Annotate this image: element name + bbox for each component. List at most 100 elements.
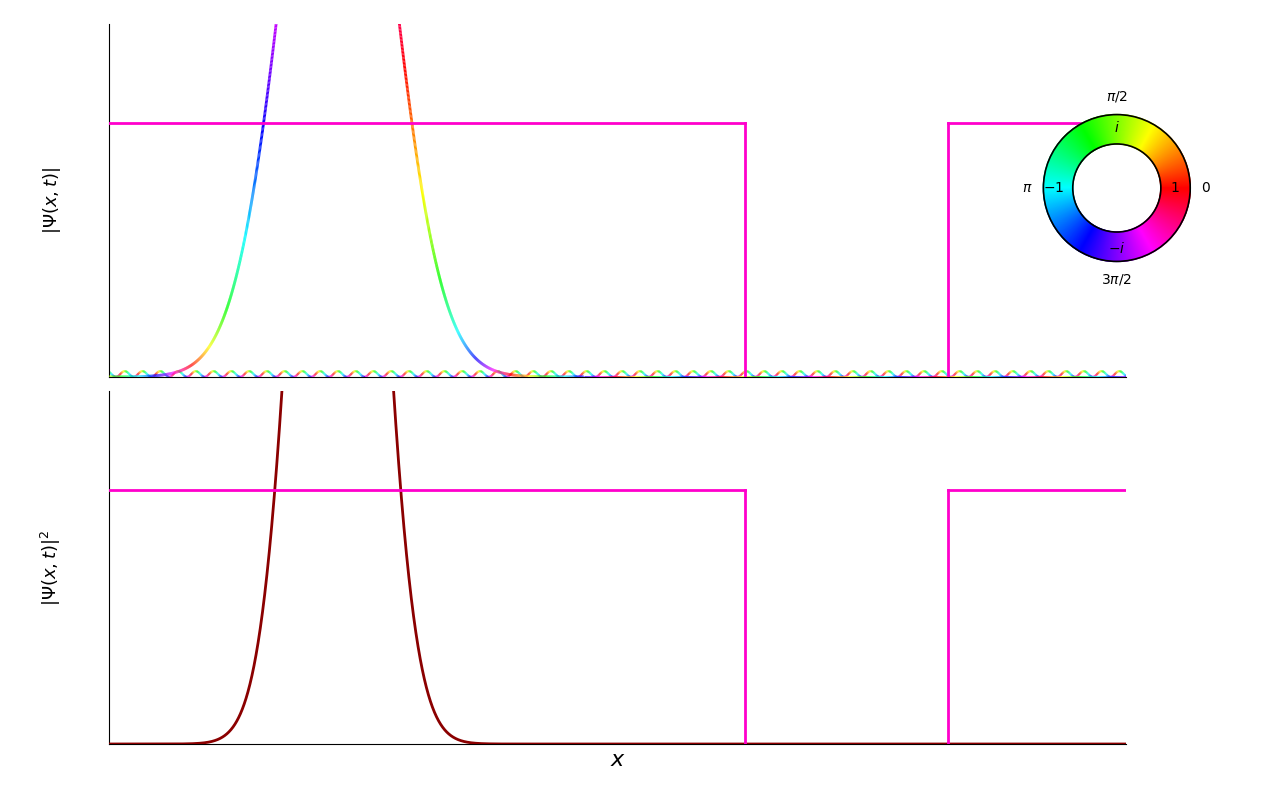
- Wedge shape: [1119, 114, 1121, 144]
- Wedge shape: [1096, 230, 1105, 258]
- Wedge shape: [1128, 230, 1137, 259]
- Wedge shape: [1134, 120, 1146, 148]
- Wedge shape: [1048, 162, 1075, 173]
- Wedge shape: [1128, 230, 1135, 259]
- Wedge shape: [1089, 229, 1101, 257]
- Wedge shape: [1161, 182, 1190, 185]
- Wedge shape: [1125, 231, 1132, 260]
- Wedge shape: [1053, 150, 1079, 166]
- Wedge shape: [1096, 118, 1105, 146]
- Wedge shape: [1107, 115, 1112, 144]
- Wedge shape: [1146, 222, 1165, 244]
- Wedge shape: [1052, 153, 1078, 167]
- Wedge shape: [1143, 130, 1161, 153]
- Wedge shape: [1156, 153, 1181, 167]
- Wedge shape: [1062, 218, 1084, 238]
- Wedge shape: [1137, 122, 1151, 149]
- Wedge shape: [1073, 223, 1091, 247]
- Wedge shape: [1161, 193, 1190, 196]
- Wedge shape: [1094, 230, 1105, 258]
- Wedge shape: [1096, 118, 1105, 146]
- Wedge shape: [1047, 164, 1075, 174]
- Wedge shape: [1161, 190, 1190, 193]
- Wedge shape: [1064, 137, 1085, 158]
- Wedge shape: [1155, 150, 1180, 166]
- Wedge shape: [1139, 226, 1155, 251]
- Text: $\pi/2$: $\pi/2$: [1106, 89, 1128, 103]
- Wedge shape: [1160, 194, 1189, 200]
- Wedge shape: [1161, 194, 1189, 198]
- Wedge shape: [1069, 131, 1089, 154]
- Wedge shape: [1100, 231, 1107, 259]
- Wedge shape: [1158, 204, 1185, 215]
- Wedge shape: [1161, 190, 1190, 192]
- Wedge shape: [1140, 225, 1156, 250]
- Wedge shape: [1124, 231, 1130, 260]
- Wedge shape: [1108, 115, 1112, 144]
- Wedge shape: [1147, 134, 1167, 156]
- Wedge shape: [1151, 216, 1174, 236]
- Wedge shape: [1126, 230, 1134, 259]
- Wedge shape: [1105, 231, 1110, 261]
- Wedge shape: [1129, 230, 1138, 258]
- Wedge shape: [1097, 117, 1106, 146]
- Wedge shape: [1126, 231, 1134, 260]
- Wedge shape: [1048, 161, 1075, 172]
- Wedge shape: [1153, 146, 1178, 164]
- X-axis label: $x$: $x$: [609, 750, 626, 770]
- Wedge shape: [1050, 158, 1076, 171]
- Wedge shape: [1148, 218, 1170, 239]
- Wedge shape: [1106, 231, 1111, 261]
- Wedge shape: [1114, 232, 1116, 262]
- Wedge shape: [1152, 144, 1176, 162]
- Wedge shape: [1048, 204, 1076, 216]
- Wedge shape: [1155, 210, 1180, 226]
- Wedge shape: [1121, 232, 1126, 261]
- Wedge shape: [1094, 118, 1103, 146]
- Wedge shape: [1160, 173, 1189, 179]
- Wedge shape: [1148, 135, 1169, 157]
- Wedge shape: [1132, 119, 1143, 146]
- Wedge shape: [1153, 213, 1178, 230]
- Text: $1$: $1$: [1170, 181, 1179, 195]
- Wedge shape: [1083, 122, 1097, 149]
- Wedge shape: [1133, 120, 1144, 147]
- Wedge shape: [1161, 189, 1190, 190]
- Wedge shape: [1160, 174, 1189, 180]
- Wedge shape: [1053, 210, 1079, 226]
- Wedge shape: [1128, 117, 1137, 146]
- Wedge shape: [1093, 118, 1103, 146]
- Wedge shape: [1134, 229, 1146, 256]
- Wedge shape: [1060, 215, 1083, 234]
- Wedge shape: [1157, 204, 1185, 215]
- Wedge shape: [1091, 230, 1102, 257]
- Wedge shape: [1157, 159, 1184, 171]
- Wedge shape: [1084, 227, 1098, 254]
- Wedge shape: [1051, 207, 1078, 221]
- Wedge shape: [1043, 187, 1073, 188]
- Wedge shape: [1043, 180, 1073, 183]
- Wedge shape: [1046, 198, 1074, 206]
- Wedge shape: [1088, 120, 1101, 147]
- Wedge shape: [1100, 230, 1107, 259]
- Wedge shape: [1059, 215, 1083, 234]
- Wedge shape: [1144, 130, 1162, 154]
- Wedge shape: [1119, 114, 1121, 144]
- Wedge shape: [1092, 230, 1102, 258]
- Wedge shape: [1070, 131, 1089, 154]
- Wedge shape: [1158, 165, 1187, 174]
- Wedge shape: [1126, 116, 1133, 145]
- Wedge shape: [1148, 218, 1170, 240]
- Wedge shape: [1048, 161, 1076, 172]
- Wedge shape: [1069, 222, 1088, 245]
- Wedge shape: [1161, 191, 1190, 194]
- Wedge shape: [1126, 117, 1134, 145]
- Wedge shape: [1151, 215, 1175, 234]
- Wedge shape: [1043, 189, 1073, 190]
- Wedge shape: [1059, 215, 1082, 234]
- Wedge shape: [1126, 117, 1134, 146]
- Wedge shape: [1060, 216, 1083, 235]
- Wedge shape: [1129, 118, 1138, 146]
- Wedge shape: [1160, 194, 1189, 199]
- Wedge shape: [1087, 121, 1100, 148]
